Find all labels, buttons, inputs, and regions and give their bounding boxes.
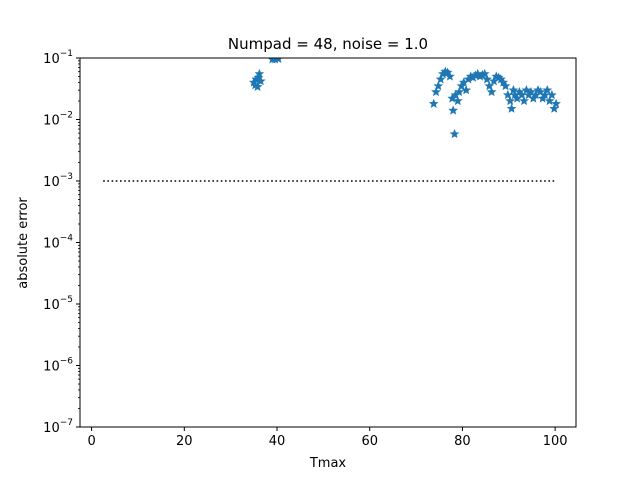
data-point <box>431 86 441 97</box>
data-point <box>519 95 529 106</box>
data-point <box>535 86 546 97</box>
chart-title: Numpad = 48, noise = 1.0 <box>228 35 428 53</box>
data-point <box>442 67 453 77</box>
y-tick-label: 10−1 <box>43 49 73 67</box>
data-point <box>254 68 265 79</box>
data-point <box>274 58 283 63</box>
data-point <box>449 128 460 139</box>
data-point <box>484 80 495 91</box>
data-point <box>551 98 561 108</box>
y-axis-label: absolute error <box>16 197 31 289</box>
data-point <box>435 74 446 84</box>
data-point <box>482 74 492 84</box>
x-tick-label: 40 <box>269 434 286 449</box>
data-point <box>454 86 465 97</box>
x-tick-label: 0 <box>87 434 95 449</box>
x-axis-label: Tmax <box>309 456 347 471</box>
data-point <box>547 89 557 100</box>
y-tick-label: 10−3 <box>43 172 73 190</box>
data-point <box>526 86 536 97</box>
data-point <box>255 76 266 86</box>
data-point <box>448 105 459 115</box>
x-tick-label: 100 <box>543 434 568 449</box>
data-point <box>486 86 497 97</box>
data-point <box>461 85 471 95</box>
data-point <box>445 71 455 81</box>
x-tick-label: 20 <box>176 434 193 449</box>
data-point <box>452 95 463 106</box>
data-point <box>428 98 439 108</box>
data-markers <box>248 58 561 139</box>
data-point <box>500 80 511 91</box>
data-point <box>433 80 444 91</box>
y-tick-label: 10−7 <box>43 418 73 436</box>
data-point <box>542 85 553 95</box>
x-tick-label: 60 <box>361 434 378 449</box>
y-tick-label: 10−5 <box>43 295 73 313</box>
data-point <box>252 81 263 91</box>
data-point <box>544 95 555 106</box>
y-tick-label: 10−6 <box>43 357 73 375</box>
x-tick-label: 80 <box>454 434 471 449</box>
data-point <box>505 95 516 106</box>
data-point <box>549 103 560 113</box>
y-tick-label: 10−2 <box>43 111 73 129</box>
y-tick-label: 10−4 <box>43 234 73 252</box>
data-point <box>506 103 517 113</box>
plot-area: 0 20 40 60 80 100 10−7 10−6 10−5 10−4 10−3 10−2 10−1 <box>43 49 577 449</box>
